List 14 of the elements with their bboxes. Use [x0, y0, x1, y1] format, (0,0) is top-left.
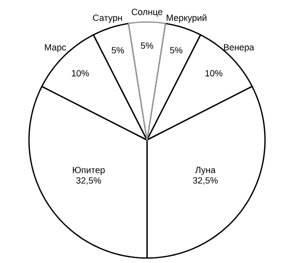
data-label: 32,5% [76, 177, 102, 185]
data-label: 10% [205, 70, 222, 76]
slice-label: Луна [195, 166, 216, 175]
slice-label: Меркурий [166, 14, 206, 23]
data-label: 10% [72, 70, 89, 76]
slice-label: Сатурн [93, 14, 122, 23]
slice-label: Венера [224, 44, 254, 52]
data-label: 5% [140, 42, 154, 49]
slice-label: Марс [44, 44, 66, 52]
slice-label: Юпитер [72, 166, 105, 175]
data-label: 5% [170, 47, 182, 54]
slice-label: Солнце [132, 8, 162, 17]
data-label: 32,5% [192, 177, 218, 185]
data-label: 5% [112, 47, 124, 54]
